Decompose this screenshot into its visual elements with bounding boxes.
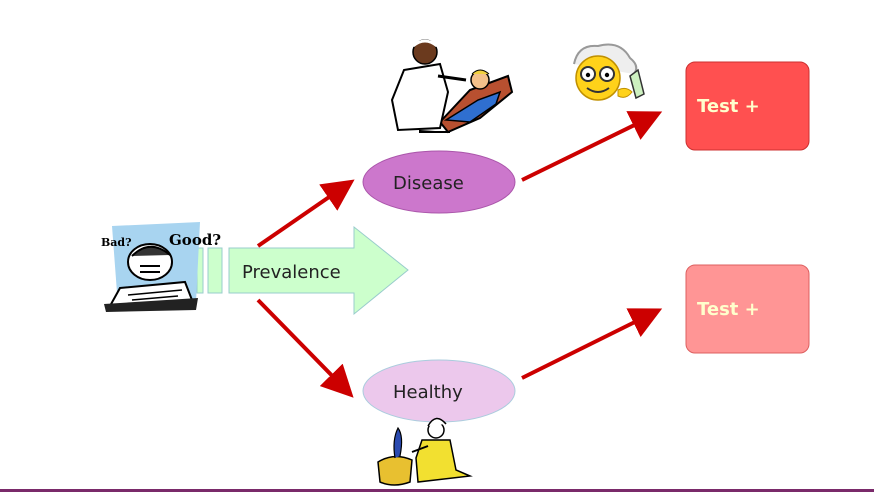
student-clipart-icon: Bad? Good? bbox=[101, 222, 221, 312]
disease-label: Disease bbox=[393, 173, 464, 194]
disease-node: Disease bbox=[362, 150, 516, 214]
test-positive-bottom-node: Test + bbox=[685, 264, 810, 354]
bottom-border bbox=[0, 489, 874, 492]
test-positive-top-node: Test + bbox=[685, 61, 810, 151]
arrow-healthy-to-test bbox=[521, 308, 663, 380]
prevalence-label: Prevalence bbox=[242, 262, 341, 283]
student-good-text: Good? bbox=[169, 231, 221, 249]
healthy-label: Healthy bbox=[393, 382, 463, 403]
prevalence-arrow: Prevalence bbox=[196, 225, 409, 316]
scientist-smiley-icon bbox=[573, 43, 645, 101]
arrow-disease-to-test bbox=[521, 111, 663, 182]
test-bottom-label: Test + bbox=[697, 299, 760, 320]
arrow-to-healthy bbox=[256, 298, 354, 398]
healthy-node: Healthy bbox=[362, 359, 516, 423]
test-top-label: Test + bbox=[697, 96, 760, 117]
doctor-patient-clipart-icon bbox=[390, 39, 514, 134]
snake-charmer-clipart-icon bbox=[377, 417, 473, 486]
student-bad-text: Bad? bbox=[101, 236, 132, 249]
arrow-to-disease bbox=[256, 179, 355, 248]
